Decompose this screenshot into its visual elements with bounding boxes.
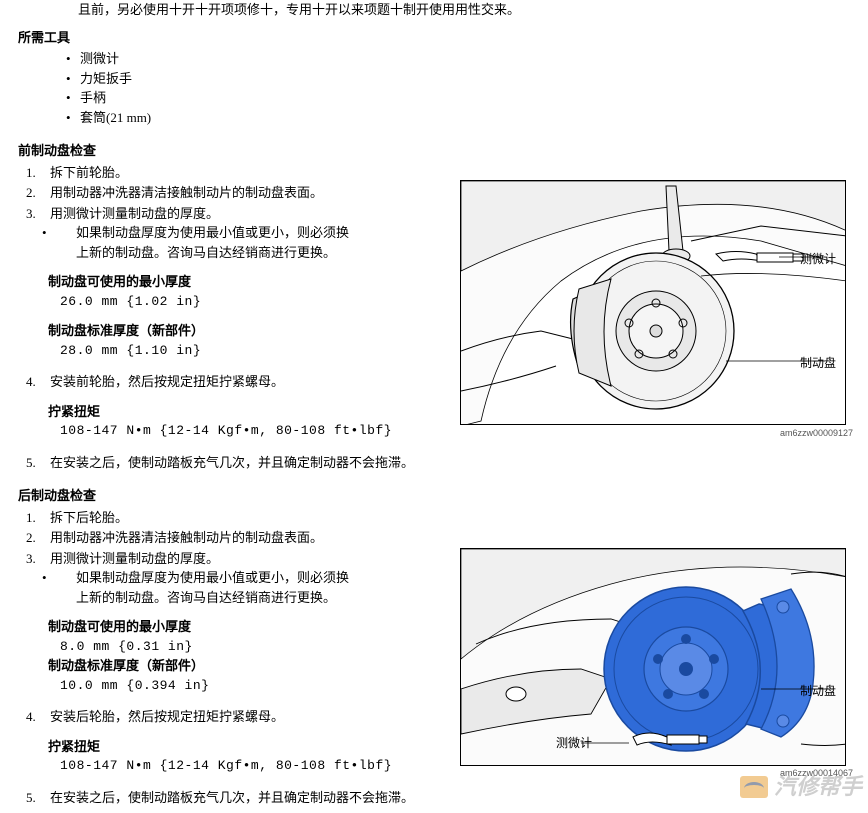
step-text: 拆下前轮胎。 bbox=[50, 165, 128, 180]
rear-fig-id: am6zzw00014067 bbox=[780, 767, 853, 781]
list-step: 3.用测微计测量制动盘的厚度。 bbox=[26, 549, 458, 569]
list-step: 5.在安装之后，使制动踏板充气几次，并且确定制动器不会拖滞。 bbox=[26, 788, 850, 808]
rear-brake-svg bbox=[461, 549, 846, 766]
list-step: 2.用制动器冲洗器清洁接触制动片的制动盘表面。 bbox=[26, 183, 458, 203]
list-step: 2.用制动器冲洗器清洁接触制动片的制动盘表面。 bbox=[26, 528, 458, 548]
sub-step-cont: 上新的制动盘。咨询马自达经销商进行更换。 bbox=[26, 588, 458, 608]
rear-step-list: 1.拆下后轮胎。 2.用制动器冲洗器清洁接触制动片的制动盘表面。 3.用测微计测… bbox=[18, 508, 458, 608]
step-text: 安装前轮胎，然后按规定扭矩拧紧螺母。 bbox=[50, 374, 284, 389]
list-step: 1.拆下前轮胎。 bbox=[26, 163, 458, 183]
front-fig-id: am6zzw00009127 bbox=[780, 427, 853, 441]
step-text: 安装后轮胎，然后按规定扭矩拧紧螺母。 bbox=[50, 709, 284, 724]
sub-step: 如果制动盘厚度为使用最小值或更小，则必须换 bbox=[26, 223, 458, 243]
front-brake-figure bbox=[460, 180, 846, 425]
step-text: 在安装之后，使制动踏板充气几次，并且确定制动器不会拖滞。 bbox=[50, 790, 414, 805]
rear-fig-callout-disc: 制动盘 bbox=[800, 682, 836, 700]
front-step-list: 1.拆下前轮胎。 2.用制动器冲洗器清洁接触制动片的制动盘表面。 3.用测微计测… bbox=[18, 163, 458, 263]
step-text: 拆下后轮胎。 bbox=[50, 510, 128, 525]
rear-fig-callout-micrometer: 测微计 bbox=[556, 734, 592, 752]
list-step: 3.用测微计测量制动盘的厚度。 bbox=[26, 204, 458, 224]
list-step: 1.拆下后轮胎。 bbox=[26, 508, 458, 528]
tool-item: 测微计 bbox=[66, 49, 850, 69]
front-brake-svg bbox=[461, 181, 846, 425]
tools-list: 测微计 力矩扳手 手柄 套筒(21 mm) bbox=[18, 49, 850, 127]
tool-item: 套筒(21 mm) bbox=[66, 108, 850, 128]
top-fragment-line: 且前，另必使用十开十开项项修十，专用十开以来项题十制开使用用性交来。 bbox=[18, 0, 850, 20]
step-text: 用测微计测量制动盘的厚度。 bbox=[50, 206, 219, 221]
rear-step-5: 5.在安装之后，使制动踏板充气几次，并且确定制动器不会拖滞。 bbox=[18, 788, 850, 808]
front-fig-callout-disc: 制动盘 bbox=[800, 354, 836, 372]
front-fig-callout-micrometer: 测微计 bbox=[800, 250, 836, 268]
tool-item: 手柄 bbox=[66, 88, 850, 108]
step-text: 用制动器冲洗器清洁接触制动片的制动盘表面。 bbox=[50, 185, 323, 200]
sub-step: 如果制动盘厚度为使用最小值或更小，则必须换 bbox=[26, 568, 458, 588]
rear-disc-heading: 后制动盘检查 bbox=[18, 486, 850, 506]
rear-brake-figure bbox=[460, 548, 846, 766]
sub-step-cont: 上新的制动盘。咨询马自达经销商进行更换。 bbox=[26, 243, 458, 263]
front-disc-heading: 前制动盘检查 bbox=[18, 141, 850, 161]
step-text: 用测微计测量制动盘的厚度。 bbox=[50, 551, 219, 566]
tool-item: 力矩扳手 bbox=[66, 69, 850, 89]
tools-heading: 所需工具 bbox=[18, 28, 850, 48]
step-text: 用制动器冲洗器清洁接触制动片的制动盘表面。 bbox=[50, 530, 323, 545]
list-step: 5.在安装之后，使制动踏板充气几次，并且确定制动器不会拖滞。 bbox=[26, 453, 850, 473]
front-step-5: 5.在安装之后，使制动踏板充气几次，并且确定制动器不会拖滞。 bbox=[18, 453, 850, 473]
step-text: 在安装之后，使制动踏板充气几次，并且确定制动器不会拖滞。 bbox=[50, 455, 414, 470]
